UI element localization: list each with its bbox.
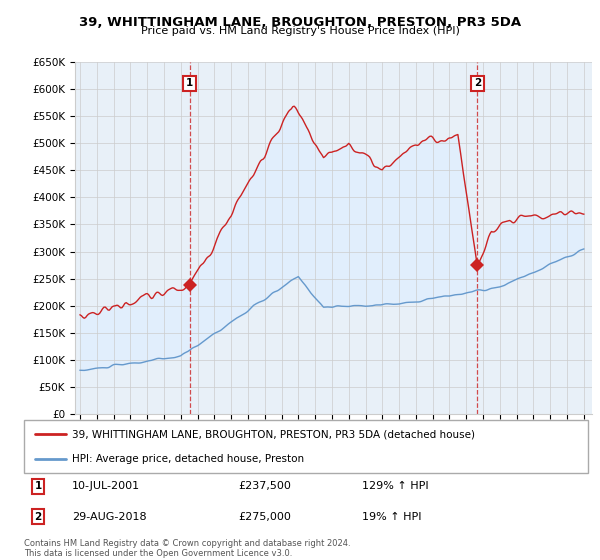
Text: 10-JUL-2001: 10-JUL-2001 <box>72 482 140 492</box>
Text: Contains HM Land Registry data © Crown copyright and database right 2024.
This d: Contains HM Land Registry data © Crown c… <box>24 539 350 558</box>
Text: 29-AUG-2018: 29-AUG-2018 <box>72 512 146 522</box>
Text: 129% ↑ HPI: 129% ↑ HPI <box>362 482 429 492</box>
Text: 19% ↑ HPI: 19% ↑ HPI <box>362 512 422 522</box>
Text: 2: 2 <box>474 78 481 88</box>
Text: £237,500: £237,500 <box>238 482 291 492</box>
Text: 39, WHITTINGHAM LANE, BROUGHTON, PRESTON, PR3 5DA: 39, WHITTINGHAM LANE, BROUGHTON, PRESTON… <box>79 16 521 29</box>
Text: £275,000: £275,000 <box>238 512 291 522</box>
Text: 1: 1 <box>34 482 42 492</box>
Text: Price paid vs. HM Land Registry's House Price Index (HPI): Price paid vs. HM Land Registry's House … <box>140 26 460 36</box>
Text: 2: 2 <box>34 512 42 522</box>
Text: 39, WHITTINGHAM LANE, BROUGHTON, PRESTON, PR3 5DA (detached house): 39, WHITTINGHAM LANE, BROUGHTON, PRESTON… <box>72 430 475 440</box>
FancyBboxPatch shape <box>24 420 588 473</box>
Text: HPI: Average price, detached house, Preston: HPI: Average price, detached house, Pres… <box>72 454 304 464</box>
Text: 1: 1 <box>186 78 193 88</box>
